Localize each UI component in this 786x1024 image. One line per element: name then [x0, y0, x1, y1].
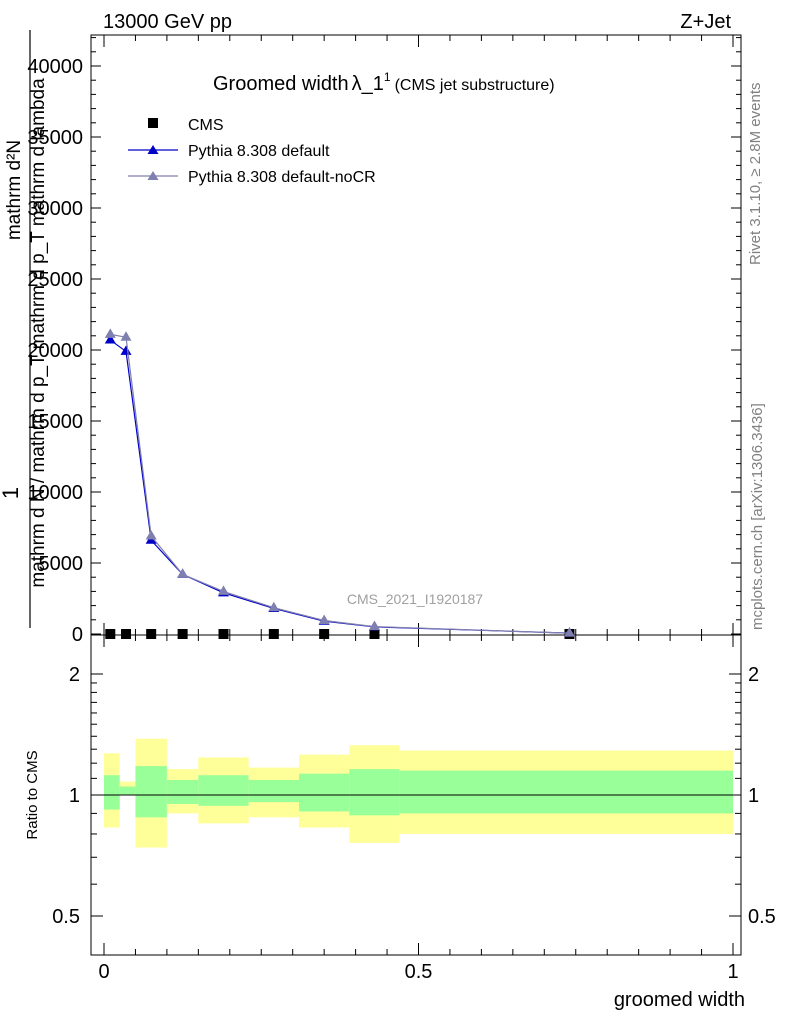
- data-point-cms: [319, 629, 330, 639]
- ratio-y-tick-label-right: 2: [748, 664, 759, 686]
- legend-default-marker: [147, 145, 159, 154]
- ratio-band-inner: [104, 775, 120, 810]
- ratio-band-inner: [248, 779, 299, 803]
- y-tick-label: 20000: [27, 340, 83, 362]
- legend-nocr-marker: [147, 171, 159, 180]
- ratio-y-tick-label: 0.5: [52, 906, 80, 928]
- series-layer: [104, 328, 575, 639]
- y-label-numerator: 1: [0, 487, 23, 499]
- legend-default-label: Pythia 8.308 default: [188, 143, 330, 160]
- data-point-cms: [177, 629, 188, 639]
- ratio-band-inner: [119, 786, 136, 795]
- analysis-watermark: CMS_2021_I1920187: [347, 591, 483, 607]
- data-point-cms: [121, 629, 132, 639]
- x-tick-label: 1: [727, 961, 738, 983]
- y-tick-label: 15000: [27, 411, 83, 433]
- x-tick-label: 0: [98, 961, 109, 983]
- y-label-denominator: mathrm d N / mathrm d p_T mathrm d p_T m…: [28, 78, 49, 588]
- rivet-version-text: Rivet 3.1.10, ≥ 2.8M events: [747, 83, 764, 266]
- ratio-y-tick-label-right: 0.5: [748, 906, 776, 928]
- series-point-2: [268, 601, 280, 612]
- chart-title-main: Groomed width: [213, 73, 349, 95]
- legend-nocr-label: Pythia 8.308 default-noCR: [188, 169, 376, 186]
- legend-cms-label: CMS: [188, 117, 224, 134]
- mcplots-source-text: mcplots.cern.ch [arXiv:1306.3436]: [749, 403, 766, 630]
- x-axis-label: groomed width: [614, 989, 745, 1011]
- ratio-band-inner: [399, 770, 733, 814]
- chart-subtitle: (CMS jet substructure): [395, 77, 555, 94]
- main-y-label: 1 mathrm d N / mathrm d p_T mathrm d p_T…: [0, 30, 49, 628]
- series-line-1: [109, 339, 570, 634]
- series-point-2: [318, 614, 330, 625]
- data-point-cms: [268, 629, 279, 639]
- ratio-band-inner: [298, 773, 350, 812]
- y-tick-label: 25000: [27, 269, 83, 291]
- series-point-2: [563, 627, 575, 637]
- y-tick-label: 0: [72, 624, 83, 646]
- legend: CMS Pythia 8.308 default Pythia 8.308 de…: [128, 117, 376, 186]
- ratio-band-inner: [135, 766, 167, 818]
- ratio-y-tick-label-right: 1: [748, 785, 759, 807]
- series-point-2: [177, 568, 189, 578]
- series-point-2: [104, 328, 116, 338]
- data-point-cms: [369, 629, 380, 639]
- y-tick-label: 5000: [39, 553, 84, 575]
- ratio-y-label: Ratio to CMS: [24, 750, 41, 839]
- chart-title-lambda: λ_1: [352, 73, 384, 95]
- chart-title: Groomed width λ_11 (CMS jet substructure): [213, 70, 555, 95]
- ratio-band-inner: [198, 775, 249, 806]
- data-point-cms: [218, 629, 229, 639]
- ratio-band-inner: [349, 769, 400, 816]
- ratio-y-axis: 0.5 0.5 1 1 2 2: [52, 664, 776, 928]
- series-point-1: [104, 334, 116, 344]
- series-line-2: [110, 333, 570, 634]
- series-point-1: [120, 345, 132, 355]
- x-tick-label: 0.5: [405, 961, 433, 983]
- data-point-cms: [146, 629, 157, 639]
- legend-cms-marker: [148, 118, 158, 128]
- ratio-bands: [104, 738, 733, 848]
- series-point-2: [120, 331, 132, 341]
- series-point-2: [145, 530, 157, 540]
- y-tick-label: 35000: [27, 127, 83, 149]
- header-process: Z+Jet: [680, 11, 731, 33]
- y-tick-label: 40000: [27, 56, 83, 78]
- data-point-cms: [105, 629, 116, 639]
- header-energy: 13000 GeV pp: [103, 11, 232, 33]
- chart-title-sup: 1: [384, 70, 391, 84]
- ratio-y-tick-label: 2: [69, 664, 80, 686]
- ratio-y-tick-label: 1: [69, 785, 80, 807]
- y-tick-label: 30000: [27, 198, 83, 220]
- main-y-axis: 0 5000 10000 15000 20000 25000 30000 35000 40000: [27, 37, 741, 646]
- y-tick-label: 10000: [27, 482, 83, 504]
- ratio-band-inner: [166, 779, 199, 804]
- ratio-x-axis: 0 0.5 1: [98, 635, 739, 983]
- series-point-2: [368, 620, 380, 631]
- series-point-2: [218, 585, 230, 595]
- y-label-numer-stack: mathrm d²N: [4, 140, 25, 240]
